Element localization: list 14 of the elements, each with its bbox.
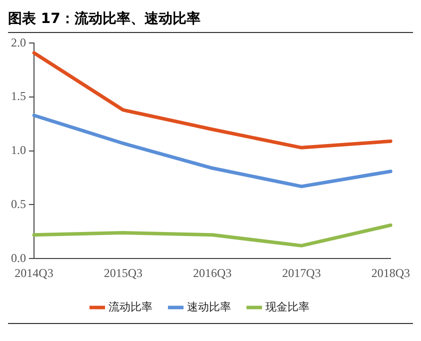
y-tick-label: 2.0 (11, 35, 26, 50)
x-tick-label: 2017Q3 (282, 266, 321, 280)
y-tick-label: 1.0 (11, 143, 26, 158)
x-tick-label: 2014Q3 (14, 266, 54, 280)
legend-label: 现金比率 (265, 300, 310, 314)
y-tick-label: 0.5 (11, 196, 26, 211)
legend-label: 速动比率 (186, 300, 231, 314)
x-tick-label: 2016Q3 (193, 266, 232, 280)
x-tick-label: 2015Q3 (104, 266, 143, 280)
y-tick-label: 0.0 (11, 250, 26, 265)
chart-title: 图表 17：流动比率、速动比率 (8, 8, 413, 33)
legend-label: 流动比率 (108, 300, 152, 314)
x-tick-label: 2018Q3 (371, 266, 410, 280)
y-tick-label: 1.5 (11, 89, 26, 104)
